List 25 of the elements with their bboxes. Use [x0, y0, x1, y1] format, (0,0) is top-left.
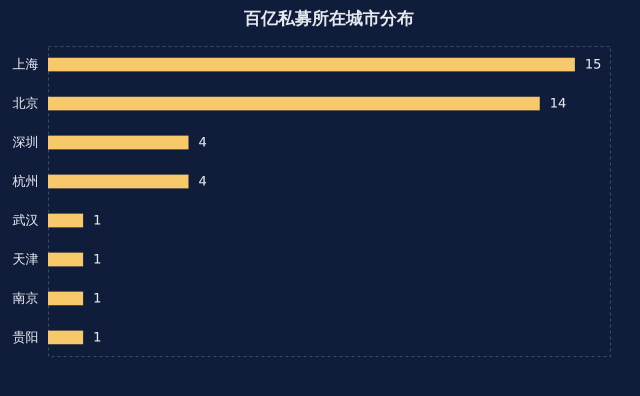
- data-label: 4: [198, 174, 207, 190]
- y-tick-label: 武汉: [12, 213, 38, 228]
- y-tick-label: 天津: [12, 252, 38, 268]
- data-label: 4: [198, 136, 207, 151]
- data-label: 15: [584, 58, 602, 73]
- y-tick-label: 上海: [12, 58, 38, 73]
- bar: [48, 330, 84, 344]
- y-tick-label: 南京: [12, 291, 38, 306]
- y-tick-label: 北京: [12, 96, 38, 112]
- y-tick-label: 贵阳: [12, 330, 38, 346]
- data-label: 1: [93, 330, 102, 346]
- data-label: 1: [93, 213, 102, 228]
- bar: [48, 96, 540, 110]
- bar: [48, 174, 188, 188]
- data-label: 1: [93, 291, 102, 306]
- bar: [48, 252, 84, 266]
- bar: [48, 214, 84, 228]
- y-tick-label: 杭州: [12, 174, 38, 190]
- data-label: 14: [550, 96, 566, 112]
- chart-title: 百亿私募所在城市分布: [243, 9, 414, 29]
- data-label: 1: [93, 252, 102, 268]
- bar: [48, 58, 575, 72]
- y-tick-label: 深圳: [12, 136, 38, 151]
- bar: [48, 136, 188, 150]
- bar: [48, 292, 84, 306]
